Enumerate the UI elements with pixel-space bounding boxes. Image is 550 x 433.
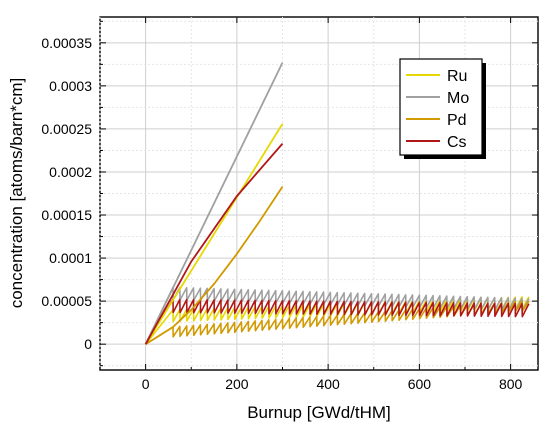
y-tick-label: 0.00035: [41, 35, 92, 51]
x-tick-label: 800: [499, 376, 523, 392]
legend: Ru Mo Pd Cs: [399, 58, 486, 159]
series-mo-once-through-line: [144, 62, 284, 345]
x-axis-title: Burnup [GWd/tHM]: [247, 403, 391, 422]
y-tick-label: 0.00005: [41, 293, 92, 309]
x-tick-label: 200: [225, 376, 249, 392]
y-axis-title: concentration [atoms/barn*cm]: [7, 78, 26, 309]
y-tick-label: 0: [84, 336, 92, 352]
series-cs-recycle-line: [144, 298, 530, 345]
y-tick-label: 0.00025: [41, 121, 92, 137]
series-ru-once-through-line: [144, 123, 284, 345]
axis-ticks: [99, 17, 538, 370]
legend-label-cs: Cs: [447, 134, 467, 151]
y-tick-label: 0.0001: [49, 250, 92, 266]
legend-label-mo: Mo: [447, 90, 469, 107]
x-tick-label: 600: [408, 376, 432, 392]
series-pd-once-through-line: [145, 186, 284, 345]
legend-label-ru: Ru: [447, 68, 467, 85]
x-tick-label: 0: [142, 376, 150, 392]
series-cs-once-through-line: [144, 143, 284, 345]
y-tick-label: 0.00015: [41, 207, 92, 223]
y-tick-label: 0.0003: [49, 78, 92, 94]
legend-label-pd: Pd: [447, 112, 467, 129]
x-tick-label: 400: [316, 376, 340, 392]
tick-labels: 0 200 400 600 800 0 0.00005 0.0001 0.00015 0.0002…: [41, 35, 522, 392]
series-layer: [144, 62, 530, 345]
y-tick-label: 0.0002: [49, 164, 92, 180]
